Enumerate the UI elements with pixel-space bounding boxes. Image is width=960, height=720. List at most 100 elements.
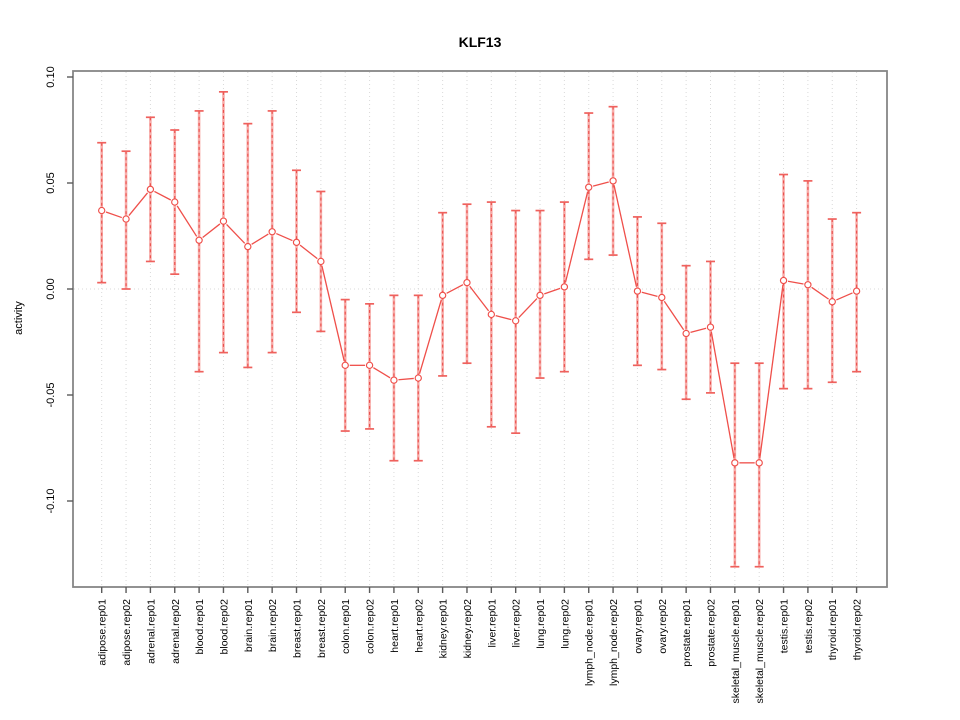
series-segment: [176, 205, 198, 237]
data-point: [171, 198, 179, 206]
series-segment: [105, 211, 123, 219]
x-category-label: ovary.rep02: [657, 599, 669, 654]
series-segment: [299, 244, 318, 260]
error-bars: [97, 90, 862, 568]
data-point: [292, 238, 301, 247]
data-point: [852, 287, 861, 295]
series-segment: [710, 331, 735, 459]
series-segment: [663, 300, 685, 331]
data-point: [779, 276, 788, 285]
x-category-label: heart.rep01: [389, 599, 401, 653]
x-category-label: kidney.rep01: [438, 599, 450, 659]
x-category-label: brain.rep02: [267, 599, 279, 652]
x-category-label: liver.rep02: [511, 599, 523, 648]
x-category-label: colon.rep01: [340, 599, 352, 654]
x-category-label: thyroid.rep02: [852, 599, 864, 660]
series-segment: [128, 192, 149, 216]
x-category-label: colon.rep02: [365, 599, 377, 654]
y-tick-label: -0.10: [45, 488, 57, 513]
y-tick-label: 0.10: [45, 66, 57, 87]
chart-title: KLF13: [459, 34, 502, 50]
series-segment: [787, 280, 804, 285]
x-category-label: skeletal_muscle.rep01: [730, 599, 742, 704]
series-points: [98, 177, 861, 467]
series-line: [105, 181, 853, 464]
x-category-label: prostate.rep01: [681, 599, 693, 667]
series-segment: [641, 291, 658, 297]
x-category-label: brain.rep01: [243, 599, 255, 652]
x-category-label: lung.rep02: [559, 599, 571, 649]
x-category-label: skeletal_muscle.rep02: [754, 599, 766, 704]
data-point: [585, 183, 593, 191]
x-category-label: thyroid.rep01: [827, 599, 839, 660]
plot-border: [72, 70, 888, 588]
data-point: [731, 459, 739, 467]
y-tick-label: -0.05: [45, 382, 57, 407]
x-category-label: heart.rep02: [413, 599, 425, 653]
x-category-label: adipose.rep01: [97, 599, 109, 666]
data-point: [609, 177, 617, 185]
y-axis-label: activity: [13, 301, 25, 335]
series-segment: [836, 292, 853, 301]
data-point: [390, 376, 398, 384]
series-segment: [418, 299, 442, 374]
x-category-label: adipose.rep02: [121, 599, 133, 666]
x-category-label: kidney.rep02: [462, 599, 474, 659]
data-point: [195, 236, 203, 244]
series-segment: [373, 367, 391, 379]
data-point: [438, 291, 447, 300]
x-category-label: testis.rep01: [779, 599, 791, 653]
series-segment: [544, 287, 561, 295]
data-point: [219, 217, 228, 225]
series-segment: [759, 284, 784, 459]
data-point: [536, 291, 544, 300]
series-segment: [276, 232, 293, 242]
axes: 0.10 0.05 0.00 -0.05 -0.10 adipose.rep01 adipo…: [45, 66, 888, 704]
data-point: [512, 317, 520, 325]
x-category-label: breast.rep02: [316, 599, 328, 658]
series-segment: [398, 377, 414, 381]
x-category-label: adrenal.rep02: [170, 599, 182, 664]
data-point: [341, 361, 349, 369]
data-point: [122, 215, 130, 223]
data-point: [755, 459, 763, 467]
x-category-label: breast.rep01: [292, 599, 304, 658]
x-category-label: liver.rep01: [486, 599, 498, 648]
data-point: [317, 257, 325, 266]
data-point: [268, 228, 276, 236]
data-point: [98, 206, 106, 215]
series-segment: [811, 286, 829, 300]
series-segment: [495, 314, 512, 321]
series-segment: [518, 298, 538, 318]
x-category-label: lung.rep01: [535, 599, 547, 649]
series-segment: [592, 181, 609, 187]
y-tick-label: 0.05: [45, 172, 57, 193]
series-segment: [690, 327, 707, 334]
data-point: [244, 242, 252, 251]
series-segment: [446, 284, 464, 294]
x-category-label: ovary.rep01: [632, 599, 644, 654]
y-tick-label: 0.00: [45, 278, 57, 299]
data-point: [487, 310, 496, 319]
data-point: [633, 287, 642, 295]
data-point: [560, 283, 569, 291]
series-segment: [226, 223, 246, 244]
series-segment: [251, 233, 269, 245]
data-point: [146, 185, 155, 194]
x-category-label: lymph_node.rep02: [608, 599, 620, 686]
series-segment: [202, 223, 221, 238]
series-segment: [469, 285, 490, 312]
x-category-label: prostate.rep02: [705, 599, 717, 667]
x-category-label: blood.rep01: [194, 599, 206, 655]
gridlines: [74, 72, 886, 586]
series-segment: [154, 190, 172, 201]
series-segment: [613, 185, 638, 287]
x-category-label: testis.rep02: [803, 599, 815, 653]
data-point: [658, 293, 666, 302]
data-point: [804, 281, 812, 289]
data-point: [365, 361, 374, 369]
series-segment: [564, 191, 589, 283]
series-segment: [321, 265, 345, 362]
